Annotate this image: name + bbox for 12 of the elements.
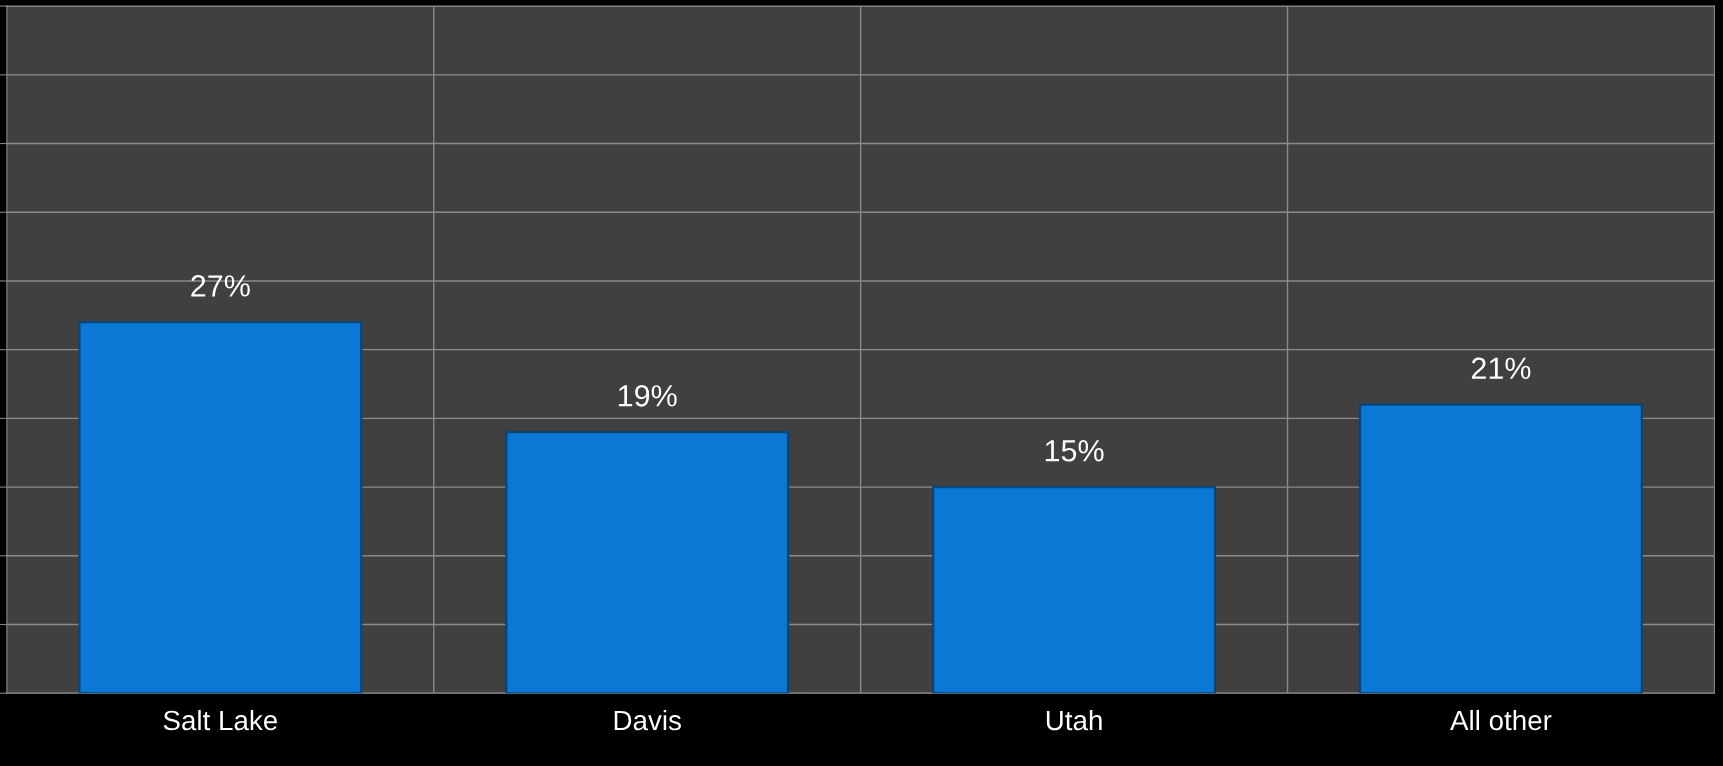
x-tick-label: Utah — [1046, 709, 1102, 731]
data-label: 21% — [1471, 357, 1531, 380]
bar — [78, 321, 363, 694]
bar — [505, 431, 790, 694]
data-label: 15% — [1045, 440, 1104, 462]
x-tick-label: Salt Lake — [163, 709, 278, 731]
bar — [932, 486, 1216, 694]
x-tick-label: Davis — [614, 709, 681, 731]
data-label: 27% — [191, 275, 250, 297]
data-label: 19% — [618, 385, 677, 407]
bar — [1359, 403, 1643, 694]
x-tick-label: All other — [1450, 709, 1552, 731]
